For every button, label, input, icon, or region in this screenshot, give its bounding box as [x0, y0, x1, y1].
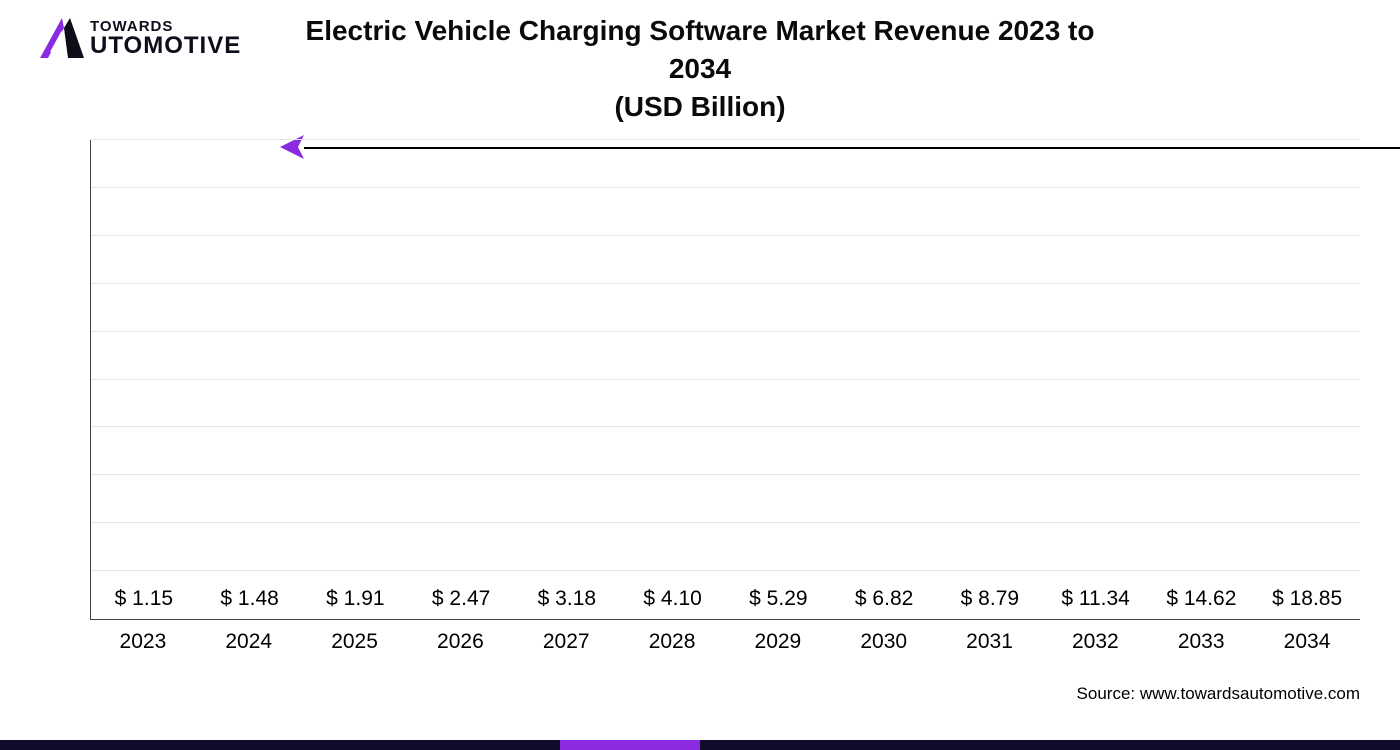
x-axis-label: 2033: [1148, 620, 1254, 660]
grid-line: [91, 570, 1360, 571]
grid-line: [91, 522, 1360, 523]
x-axis-label: 2034: [1254, 620, 1360, 660]
x-axis-label: 2031: [937, 620, 1043, 660]
x-axis-label: 2025: [302, 620, 408, 660]
title-line-1: Electric Vehicle Charging Software Marke…: [306, 15, 1095, 84]
title-line-2: (USD Billion): [614, 91, 785, 122]
footer-segment: [0, 740, 560, 750]
bar-value-label: $ 1.15: [115, 587, 173, 611]
bar-value-label: $ 1.91: [326, 587, 384, 611]
x-axis-label: 2024: [196, 620, 302, 660]
source-attribution: Source: www.towardsautomotive.com: [1077, 684, 1360, 704]
header: TOWARDS UTOMOTIVE Electric Vehicle Charg…: [0, 0, 1400, 159]
logo-mark-icon: [40, 18, 84, 58]
footer-segment: [700, 740, 1400, 750]
logo-text-bottom: UTOMOTIVE: [90, 34, 241, 58]
grid-line: [91, 474, 1360, 475]
x-axis-label: 2028: [619, 620, 725, 660]
bar-value-label: $ 1.48: [220, 587, 278, 611]
grid-line: [91, 235, 1360, 236]
footer-segment: [560, 740, 700, 750]
grid-line: [91, 331, 1360, 332]
brand-logo: TOWARDS UTOMOTIVE: [40, 18, 241, 58]
bar-chart: $ 1.15 $ 1.48 $ 1.91 $ 2.47 $ 3.18 $ 4.10 $ 5.…: [90, 140, 1360, 660]
grid-line: [91, 379, 1360, 380]
bar-value-label: $ 8.79: [961, 587, 1019, 611]
bar-value-label: $ 6.82: [855, 587, 913, 611]
x-axis-label: 2030: [831, 620, 937, 660]
grid-line: [91, 187, 1360, 188]
grid-line: [91, 139, 1360, 140]
bar-value-label: $ 4.10: [643, 587, 701, 611]
grid-line: [91, 426, 1360, 427]
x-axis-label: 2032: [1042, 620, 1148, 660]
bar-value-label: $ 2.47: [432, 587, 490, 611]
plot-area: $ 1.15 $ 1.48 $ 1.91 $ 2.47 $ 3.18 $ 4.10 $ 5.…: [90, 140, 1360, 620]
logo-text: TOWARDS UTOMOTIVE: [90, 19, 241, 58]
x-axis-label: 2027: [513, 620, 619, 660]
x-axis-label: 2023: [90, 620, 196, 660]
bar-value-label: $ 11.34: [1061, 587, 1130, 611]
x-axis-label: 2029: [725, 620, 831, 660]
bar-value-label: $ 14.62: [1166, 587, 1236, 611]
bars-container: $ 1.15 $ 1.48 $ 1.91 $ 2.47 $ 3.18 $ 4.10 $ 5.…: [91, 140, 1360, 619]
bar-value-label: $ 18.85: [1272, 587, 1342, 611]
x-axis-label: 2026: [407, 620, 513, 660]
bar-value-label: $ 3.18: [538, 587, 596, 611]
footer-accent-bar: [0, 740, 1400, 750]
x-axis-labels: 2023202420252026202720282029203020312032…: [90, 620, 1360, 660]
grid-line: [91, 283, 1360, 284]
bar-value-label: $ 5.29: [749, 587, 807, 611]
